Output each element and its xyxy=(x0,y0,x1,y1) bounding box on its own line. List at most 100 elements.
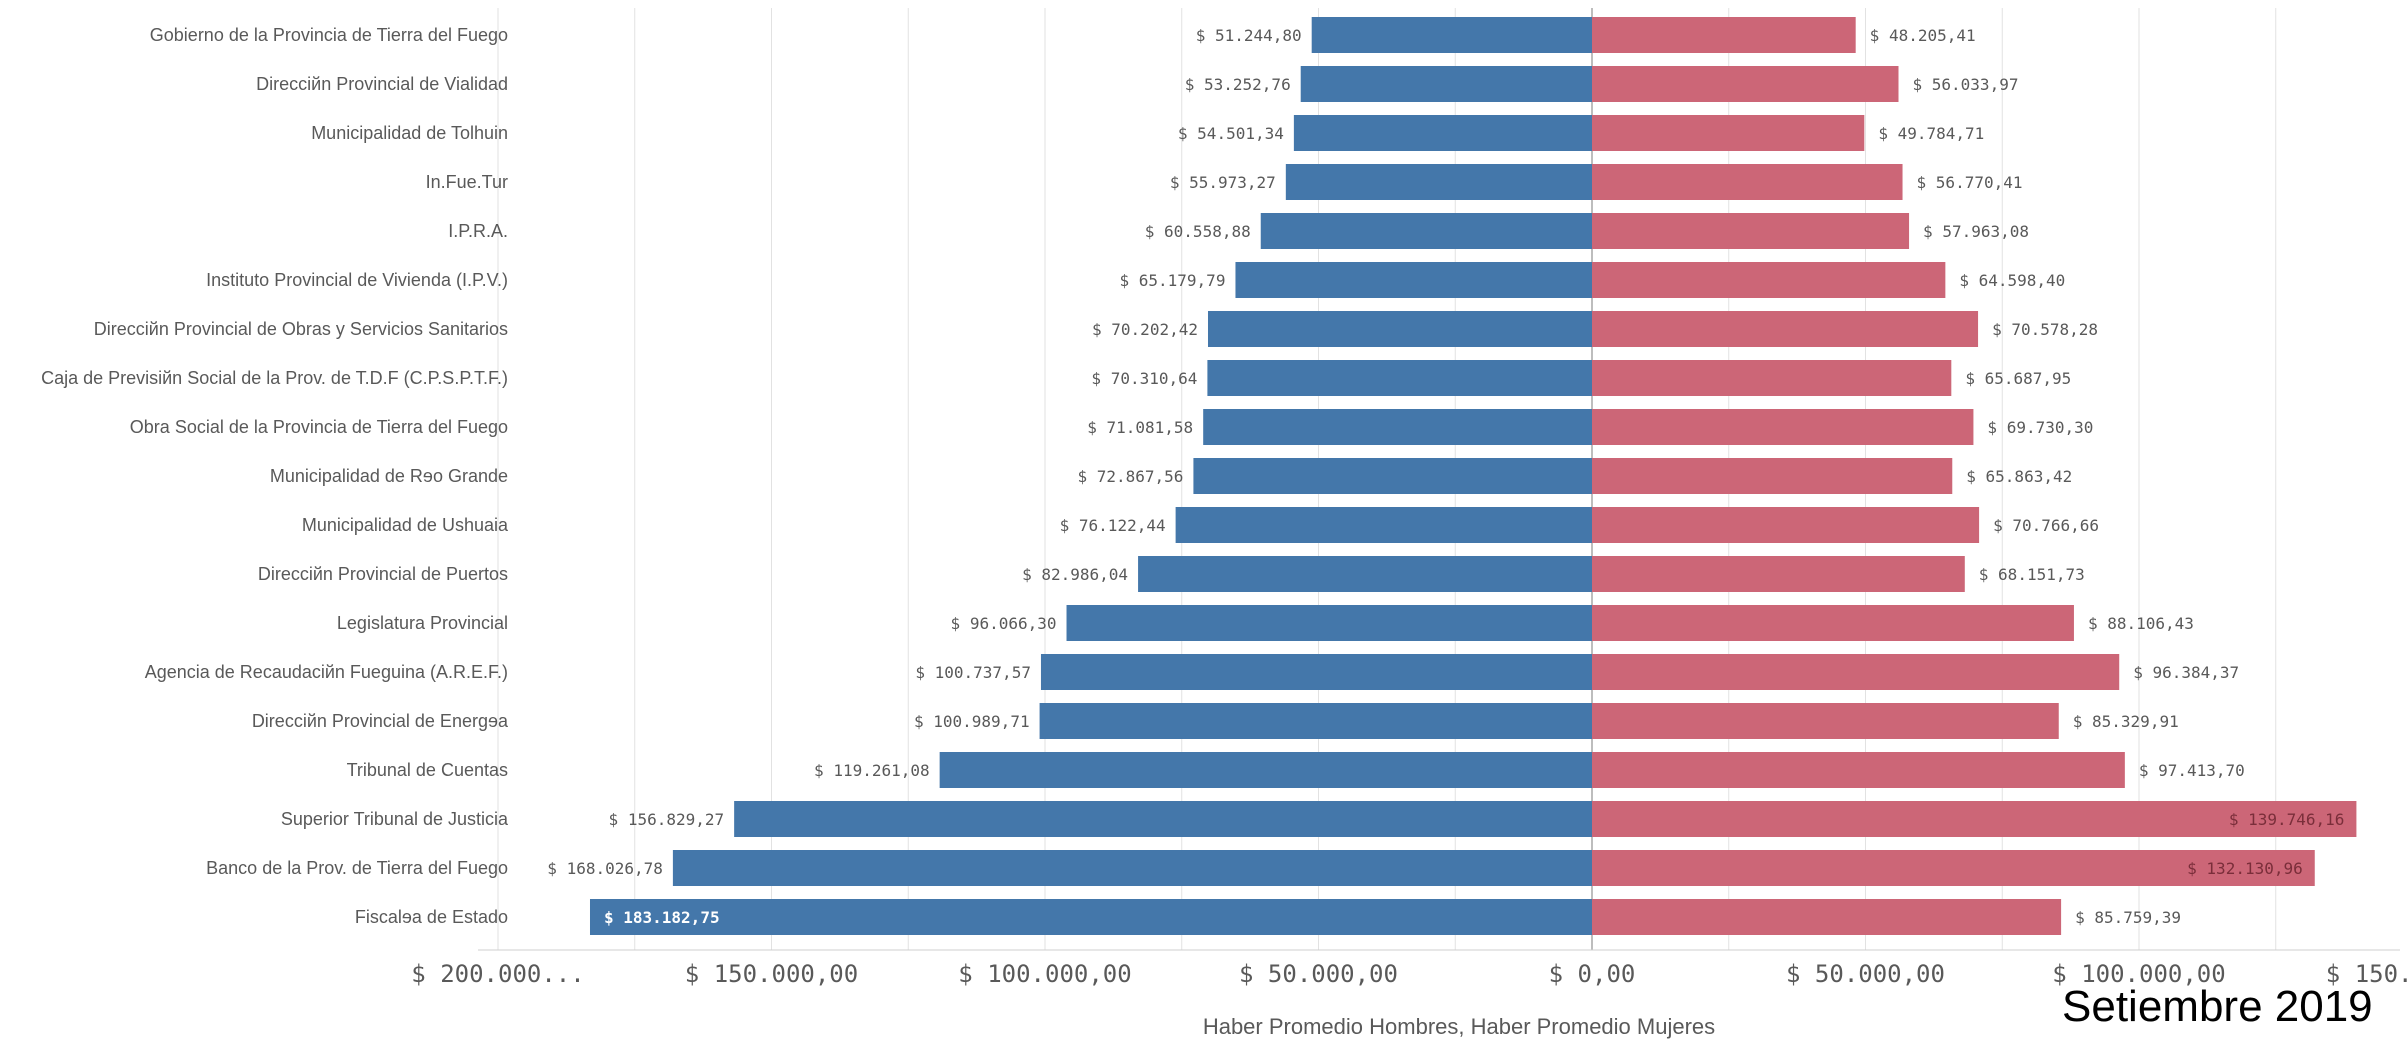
bar-hombres xyxy=(1235,262,1592,298)
bar-mujeres xyxy=(1592,17,1856,53)
bar-mujeres xyxy=(1592,164,1903,200)
bar-hombres xyxy=(1260,213,1592,249)
bar-mujeres xyxy=(1592,115,1865,151)
category-label: Banco de la Prov. de Tierra del Fuego xyxy=(206,858,508,878)
category-label: I.P.R.A. xyxy=(448,221,508,241)
value-label-mujeres: $ 88.106,43 xyxy=(2088,614,2194,633)
bar-hombres xyxy=(1175,507,1592,543)
value-label-mujeres: $ 49.784,71 xyxy=(1878,124,1984,143)
category-label: Superior Tribunal de Justicia xyxy=(281,809,509,829)
bar-mujeres xyxy=(1592,213,1910,249)
bar-hombres xyxy=(939,752,1592,788)
bar-mujeres xyxy=(1592,507,1980,543)
value-label-hombres: $ 51.244,80 xyxy=(1196,26,1302,45)
category-label: In.Fue.Tur xyxy=(426,172,508,192)
x-tick-label: $ 150.000... xyxy=(2326,960,2407,988)
value-label-mujeres: $ 132.130,96 xyxy=(2187,859,2303,878)
x-tick-label: $ 150.000,00 xyxy=(685,960,858,988)
value-label-mujeres: $ 64.598,40 xyxy=(1959,271,2065,290)
value-label-mujeres: $ 69.730,30 xyxy=(1987,418,2093,437)
bar-hombres xyxy=(1193,458,1592,494)
category-labels: Gobierno de la Provincia de Tierra del F… xyxy=(41,25,509,927)
bar-hombres xyxy=(1285,164,1592,200)
bar-mujeres xyxy=(1592,556,1965,592)
bar-mujeres xyxy=(1592,458,1953,494)
bar-mujeres xyxy=(1592,605,2074,641)
value-label-mujeres: $ 85.759,39 xyxy=(2075,908,2181,927)
category-label: Direcciйn Provincial de Obras y Servicio… xyxy=(94,319,508,339)
category-label: Fiscalɘa de Estado xyxy=(355,907,508,927)
bar-hombres xyxy=(672,850,1592,886)
series-mujeres xyxy=(1592,17,2357,935)
bar-mujeres xyxy=(1592,703,2059,739)
category-label: Obra Social de la Provincia de Tierra de… xyxy=(130,417,508,437)
value-label-mujeres: $ 139.746,16 xyxy=(2229,810,2345,829)
bar-hombres xyxy=(1138,556,1592,592)
value-label-hombres: $ 100.737,57 xyxy=(915,663,1031,682)
value-label-mujeres: $ 68.151,73 xyxy=(1979,565,2085,584)
bar-hombres xyxy=(589,899,1592,935)
x-axis-ticks: $ 200.000... $ 150.000,00 $ 100.000,00 $ 50… xyxy=(411,960,2407,988)
value-label-hombres: $ 168.026,78 xyxy=(547,859,663,878)
category-label: Agencia de Recaudaciйn Fueguina (A.R.E.F… xyxy=(145,662,508,682)
value-label-hombres: $ 54.501,34 xyxy=(1178,124,1284,143)
value-label-mujeres: $ 65.863,42 xyxy=(1966,467,2072,486)
category-label: Direcciйn Provincial de Puertos xyxy=(258,564,508,584)
bar-mujeres xyxy=(1592,66,1899,102)
bar-mujeres xyxy=(1592,262,1946,298)
value-label-hombres: $ 60.558,88 xyxy=(1145,222,1251,241)
series-hombres xyxy=(589,17,1592,935)
value-label-hombres: $ 183.182,75 xyxy=(604,908,720,927)
value-label-hombres: $ 65.179,79 xyxy=(1119,271,1225,290)
value-label-hombres: $ 72.867,56 xyxy=(1077,467,1183,486)
value-label-mujeres: $ 56.770,41 xyxy=(1917,173,2023,192)
category-label: Legislatura Provincial xyxy=(337,613,508,633)
bar-mujeres xyxy=(1592,899,2062,935)
x-tick-label: $ 100.000,00 xyxy=(2052,960,2225,988)
value-label-mujeres: $ 57.963,08 xyxy=(1923,222,2029,241)
bar-hombres xyxy=(1311,17,1592,53)
value-label-hombres: $ 70.202,42 xyxy=(1092,320,1198,339)
x-tick-label: $ 50.000,00 xyxy=(1239,960,1398,988)
value-label-hombres: $ 70.310,64 xyxy=(1091,369,1197,388)
bar-hombres xyxy=(1207,311,1592,347)
bar-mujeres xyxy=(1592,654,2120,690)
value-label-hombres: $ 55.973,27 xyxy=(1170,173,1276,192)
x-tick-label: $ 200.000... xyxy=(411,960,584,988)
bar-hombres xyxy=(1207,360,1592,396)
footer-date: Setiembre 2019 xyxy=(2062,982,2373,1031)
bar-hombres xyxy=(1066,605,1592,641)
value-label-mujeres: $ 70.578,28 xyxy=(1992,320,2098,339)
value-label-hombres: $ 156.829,27 xyxy=(609,810,725,829)
bar-mujeres xyxy=(1592,311,1979,347)
x-axis-label: Haber Promedio Hombres, Haber Promedio M… xyxy=(1203,1014,1715,1039)
value-label-hombres: $ 100.989,71 xyxy=(914,712,1030,731)
category-label: Direcciйn Provincial de Energɘa xyxy=(252,711,509,731)
x-tick-label: $ 100.000,00 xyxy=(958,960,1131,988)
category-label: Municipalidad de Ushuaia xyxy=(302,515,509,535)
value-label-mujeres: $ 70.766,66 xyxy=(1993,516,2099,535)
value-label-mujeres: $ 85.329,91 xyxy=(2073,712,2179,731)
value-label-mujeres: $ 97.413,70 xyxy=(2139,761,2245,780)
value-label-hombres: $ 53.252,76 xyxy=(1185,75,1291,94)
value-labels: $ 51.244,80 $ 48.205,41 $ 53.252,76 $ 56.03… xyxy=(547,26,2344,927)
value-label-mujeres: $ 48.205,41 xyxy=(1870,26,1976,45)
value-label-hombres: $ 71.081,58 xyxy=(1087,418,1193,437)
category-label: Municipalidad de Tolhuin xyxy=(311,123,508,143)
bar-mujeres xyxy=(1592,409,1974,445)
bar-hombres xyxy=(734,801,1592,837)
value-label-mujeres: $ 56.033,97 xyxy=(1913,75,2019,94)
category-label: Instituto Provincial de Vivienda (I.P.V.… xyxy=(206,270,508,290)
value-label-hombres: $ 82.986,04 xyxy=(1022,565,1128,584)
value-label-mujeres: $ 65.687,95 xyxy=(1965,369,2071,388)
category-label: Gobierno de la Provincia de Tierra del F… xyxy=(150,25,508,45)
value-label-hombres: $ 96.066,30 xyxy=(951,614,1057,633)
x-tick-label: $ 0,00 xyxy=(1549,960,1636,988)
bar-mujeres xyxy=(1592,850,2315,886)
bar-hombres xyxy=(1040,654,1592,690)
category-label: Direcciйn Provincial de Vialidad xyxy=(256,74,508,94)
bar-hombres xyxy=(1293,115,1592,151)
value-label-mujeres: $ 96.384,37 xyxy=(2133,663,2239,682)
category-label: Municipalidad de Rɘo Grande xyxy=(270,466,508,486)
